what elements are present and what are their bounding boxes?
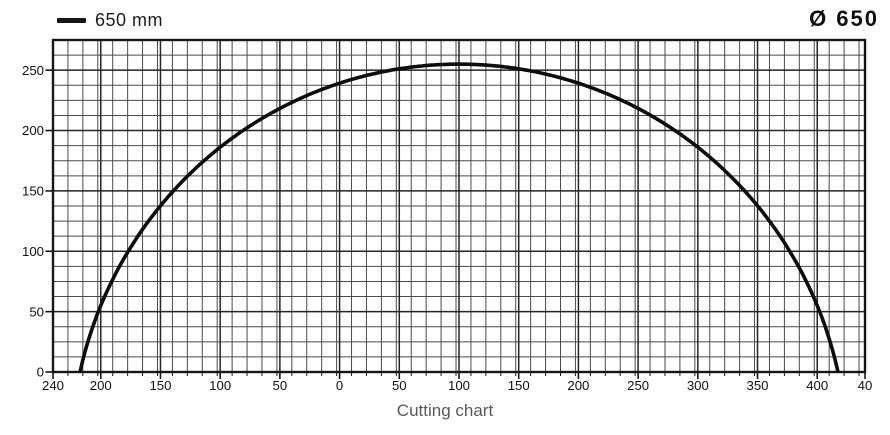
x-tick-label: 0	[336, 378, 343, 393]
x-tick-label: 350	[747, 378, 769, 393]
x-tick-label: 50	[392, 378, 407, 393]
x-tick-label: 200	[90, 378, 112, 393]
x-tick-label: 150	[508, 378, 530, 393]
x-tick-label: 300	[687, 378, 709, 393]
chart-caption: Cutting chart	[396, 401, 494, 420]
y-tick-label: 200	[22, 123, 44, 138]
legend: 650 mm	[57, 10, 163, 31]
x-tick-label: 40	[858, 378, 873, 393]
cutting-curve	[78, 62, 840, 373]
x-tick-label: 400	[806, 378, 828, 393]
x-tick-label: 50	[273, 378, 288, 393]
x-tick-label: 240	[42, 378, 64, 393]
y-tick-label: 50	[29, 304, 44, 319]
x-tick-label: 250	[627, 378, 649, 393]
y-tick-label: 150	[22, 184, 44, 199]
grid-major	[53, 40, 865, 372]
y-tick-label: 100	[22, 244, 44, 259]
x-tick-label: 100	[448, 378, 470, 393]
x-tick-label: 100	[209, 378, 231, 393]
y-tick-label: 0	[37, 365, 44, 380]
x-tick-labels: 240 200 150 100 50 0 50 100 150 200 250 300 350 400 40	[42, 378, 872, 393]
legend-label: 650 mm	[95, 10, 164, 30]
x-tick-label: 150	[149, 378, 171, 393]
y-ticks	[45, 69, 53, 373]
x-ticks	[52, 372, 866, 379]
y-tick-label: 250	[22, 63, 44, 78]
y-tick-labels: 0 50 100 150 200 250	[22, 63, 44, 380]
blade-diameter-label: Ø 650	[809, 6, 879, 31]
x-tick-label: 200	[567, 378, 589, 393]
legend-line-swatch-icon	[57, 18, 86, 23]
